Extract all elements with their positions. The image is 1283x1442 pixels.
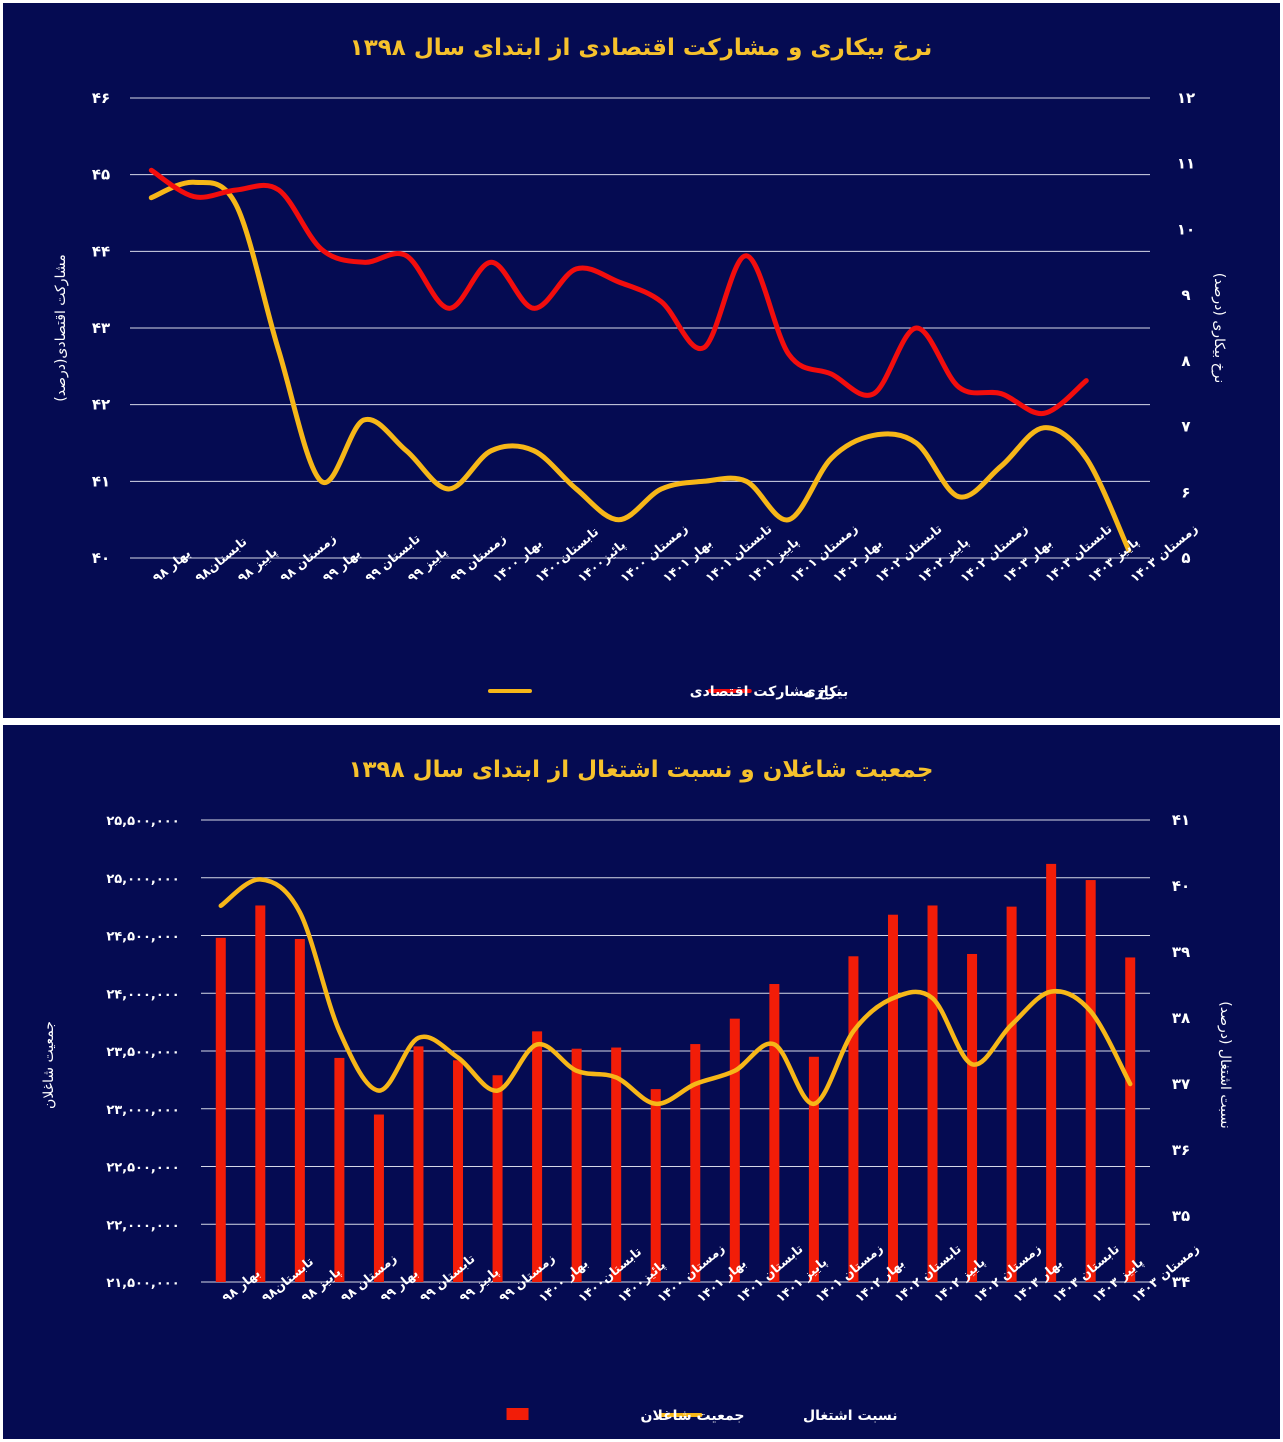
bar-employed xyxy=(848,956,859,1282)
y-right-tick-label: ۶ xyxy=(1181,483,1190,501)
bar-employed xyxy=(334,1057,345,1282)
bar-employed xyxy=(887,914,898,1282)
legend-label: نسبت اشتغال xyxy=(803,1408,898,1424)
y-right-tick-label: ۳۶ xyxy=(1172,1141,1190,1159)
legend-label: جمعیت شاغلان xyxy=(641,1408,745,1424)
y-right-tick-label: ۳۸ xyxy=(1172,1009,1190,1027)
y-right-tick-label: ۳۹ xyxy=(1172,943,1190,961)
bar-employed xyxy=(373,1114,384,1282)
bar-employed xyxy=(1125,957,1136,1282)
bar-employed xyxy=(215,937,226,1282)
y-right-tick-label: ۳۷ xyxy=(1172,1075,1190,1093)
y-left-tick-label: ۲۱,۵۰۰,۰۰۰ xyxy=(106,1276,179,1291)
bar-employed xyxy=(927,905,938,1282)
y-left-tick-label: ۴۱ xyxy=(92,472,110,490)
y-right-axis-label: نرخ بیکاری (درصد) xyxy=(1211,273,1227,384)
y-right-tick-label: ۱۲ xyxy=(1177,89,1195,107)
bar-employed xyxy=(769,984,780,1282)
y-right-tick-label: ۷ xyxy=(1181,418,1190,436)
bar-employed xyxy=(1006,906,1017,1282)
y-left-tick-label: ۴۵ xyxy=(92,166,110,184)
y-left-tick-label: ۴۴ xyxy=(92,242,110,260)
series-line-employment-ratio xyxy=(218,877,1133,1107)
y-right-tick-label: ۵ xyxy=(1181,549,1190,567)
x-tick-label: زمستان ۱۴۰۳ xyxy=(1129,1240,1202,1305)
y-left-tick-label: ۲۲,۰۰۰,۰۰۰ xyxy=(106,1218,179,1233)
y-right-tick-label: ۳۵ xyxy=(1172,1207,1190,1225)
series-line-unemployment xyxy=(148,167,1089,416)
chart-2-svg: جمعیت شاغلان و نسبت اشتغال از ابتدای سال… xyxy=(41,757,1233,1424)
y-right-tick-label: ۱۱ xyxy=(1177,155,1195,173)
bar-employed xyxy=(492,1075,503,1282)
chart-panel-employed-population: جمعیت شاغلان و نسبت اشتغال از ابتدای سال… xyxy=(3,725,1280,1439)
bar-employed xyxy=(650,1089,661,1282)
y-left-tick-label: ۲۴,۰۰۰,۰۰۰ xyxy=(106,987,179,1002)
bar-employed xyxy=(808,1056,819,1282)
y-left-tick-label: ۴۶ xyxy=(92,89,110,107)
y-left-axis-label: مشارکت اقتصادی(درصد) xyxy=(53,254,69,401)
y-right-tick-label: ۴۱ xyxy=(1172,811,1190,829)
bar-employed xyxy=(611,1047,622,1282)
y-right-axis-label: نسبت اشتغال (درصد) xyxy=(1217,1001,1233,1128)
bar-employed xyxy=(453,1060,464,1282)
bar-employed xyxy=(1085,880,1096,1282)
y-left-tick-label: ۴۰ xyxy=(92,549,110,567)
y-left-axis-label: جمعیت شاغلان xyxy=(41,1021,57,1109)
bar-employed xyxy=(690,1044,701,1282)
y-right-tick-label: ۴۰ xyxy=(1172,877,1190,895)
bar-employed xyxy=(255,905,266,1282)
bar-employed xyxy=(729,1018,740,1282)
legend-label: بیکاری xyxy=(803,684,848,700)
chart-panel-unemployment-participation: نرخ بیکاری و مشارکت اقتصادی از ابتدای سا… xyxy=(3,3,1280,718)
chart-title: جمعیت شاغلان و نسبت اشتغال از ابتدای سال… xyxy=(348,757,933,783)
x-tick-label: بهار ۹۸ xyxy=(150,545,194,585)
y-left-tick-label: ۲۵,۰۰۰,۰۰۰ xyxy=(106,872,179,887)
y-left-tick-label: ۲۵,۵۰۰,۰۰۰ xyxy=(106,814,179,829)
x-tick-label-group: زمستان ۱۴۰۳ xyxy=(1129,1240,1202,1305)
y-left-tick-label: ۴۳ xyxy=(92,319,110,337)
y-left-tick-label: ۲۳,۰۰۰,۰۰۰ xyxy=(106,1103,179,1118)
bar-employed xyxy=(532,1031,543,1282)
y-right-tick-label: ۳۴ xyxy=(1172,1273,1190,1291)
y-left-tick-label: ۴۲ xyxy=(92,396,110,414)
y-left-tick-label: ۲۳,۵۰۰,۰۰۰ xyxy=(106,1045,179,1060)
chart-title: نرخ بیکاری و مشارکت اقتصادی از ابتدای سا… xyxy=(350,35,933,61)
chart-1-svg: نرخ بیکاری و مشارکت اقتصادی از ابتدای سا… xyxy=(53,35,1227,700)
y-left-tick-label: ۲۲,۵۰۰,۰۰۰ xyxy=(106,1161,179,1176)
bar-employed xyxy=(967,953,978,1282)
y-right-tick-label: ۸ xyxy=(1181,352,1190,370)
legend-label: نرخ مشارکت اقتصادی xyxy=(690,684,842,700)
bar-employed xyxy=(1046,863,1057,1282)
bar-employed xyxy=(571,1048,582,1282)
y-right-tick-label: ۹ xyxy=(1181,286,1190,304)
series-line-participation xyxy=(148,179,1132,553)
y-right-tick-label: ۱۰ xyxy=(1177,220,1195,238)
y-left-tick-label: ۲۴,۵۰۰,۰۰۰ xyxy=(106,930,179,945)
legend-bar-swatch xyxy=(506,1408,529,1420)
bar-employed xyxy=(294,938,305,1282)
x-tick-label-group: بهار ۹۸ xyxy=(150,545,194,585)
bar-employed xyxy=(413,1046,424,1282)
